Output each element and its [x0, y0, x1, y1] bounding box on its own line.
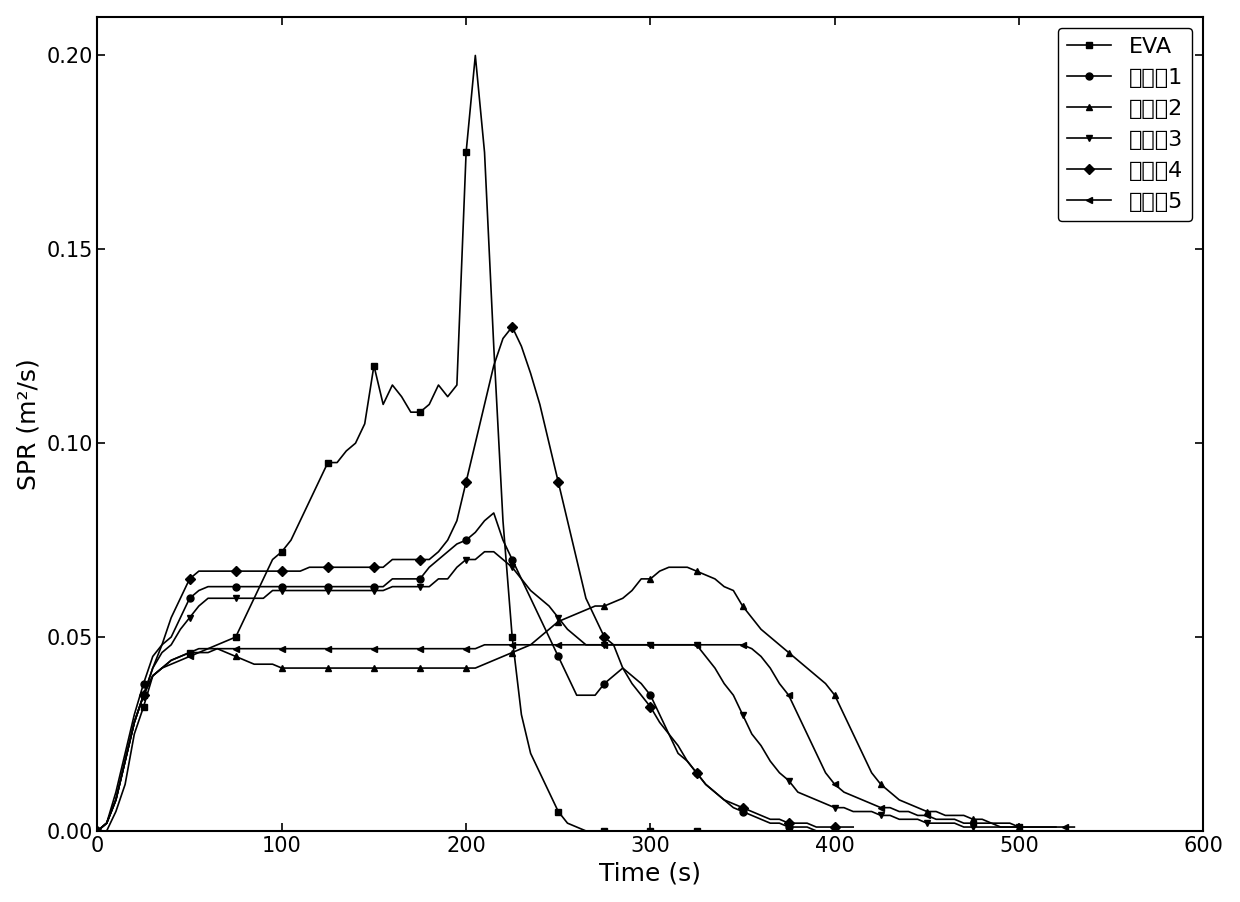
实施例3 [91, 825, 105, 836]
实施例4 [136, 690, 151, 701]
EVA [467, 50, 482, 60]
实施例5 [966, 818, 981, 829]
实施例2 [661, 562, 676, 573]
实施例4 [91, 825, 105, 836]
实施例1 [735, 806, 750, 817]
EVA [367, 360, 382, 371]
实施例1 [763, 818, 777, 829]
实施例2 [219, 647, 234, 658]
实施例5 [1066, 822, 1081, 833]
实施例1 [486, 508, 501, 519]
Line: 实施例3: 实施例3 [94, 548, 1023, 834]
Line: 实施例5: 实施例5 [94, 641, 1078, 834]
实施例4 [505, 321, 520, 332]
Line: 实施例1: 实施例1 [94, 510, 838, 834]
实施例1 [91, 825, 105, 836]
Line: EVA: EVA [94, 52, 709, 834]
EVA [91, 825, 105, 836]
实施例5 [477, 640, 492, 650]
实施例4 [644, 702, 658, 713]
Y-axis label: SPR (m²/s): SPR (m²/s) [16, 358, 41, 490]
实施例2 [99, 818, 114, 829]
实施例5 [91, 825, 105, 836]
实施例4 [201, 566, 216, 576]
实施例3 [1012, 822, 1027, 833]
实施例4 [846, 822, 861, 833]
实施例2 [800, 663, 815, 674]
实施例3 [523, 585, 538, 596]
实施例3 [155, 647, 170, 658]
Line: 实施例2: 实施例2 [94, 564, 1059, 834]
实施例2 [1039, 822, 1054, 833]
EVA [339, 446, 353, 456]
实施例5 [384, 643, 399, 654]
EVA [182, 647, 197, 658]
EVA [560, 818, 575, 829]
实施例1 [827, 825, 842, 836]
实施例5 [1012, 822, 1027, 833]
EVA [661, 825, 676, 836]
实施例3 [744, 729, 759, 740]
实施例5 [837, 787, 852, 797]
实施例1 [505, 554, 520, 565]
实施例4 [247, 566, 262, 576]
Line: 实施例4: 实施例4 [94, 324, 857, 834]
实施例4 [689, 768, 704, 778]
实施例5 [790, 709, 805, 720]
实施例1 [560, 670, 575, 681]
实施例2 [505, 647, 520, 658]
实施例5 [883, 802, 898, 813]
EVA [164, 655, 179, 666]
实施例3 [652, 640, 667, 650]
Legend: EVA, 实施例1, 实施例2, 实施例3, 实施例4, 实施例5: EVA, 实施例1, 实施例2, 实施例3, 实施例4, 实施例5 [1058, 28, 1193, 221]
实施例2 [1049, 822, 1064, 833]
实施例1 [644, 690, 658, 701]
实施例1 [698, 779, 713, 790]
实施例4 [551, 476, 565, 487]
EVA [698, 825, 713, 836]
实施例2 [91, 825, 105, 836]
实施例3 [790, 787, 805, 797]
实施例2 [790, 655, 805, 666]
实施例3 [320, 585, 335, 596]
X-axis label: Time (s): Time (s) [599, 861, 702, 886]
实施例3 [477, 547, 492, 557]
